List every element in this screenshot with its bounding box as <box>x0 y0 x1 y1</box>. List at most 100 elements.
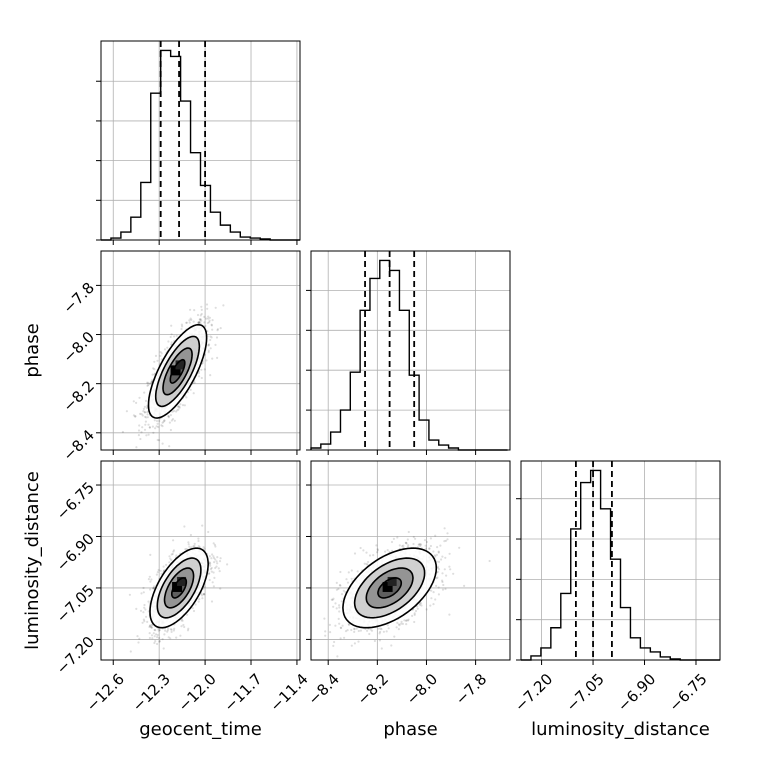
scatter-point <box>147 381 150 384</box>
scatter-point <box>439 544 442 547</box>
scatter-point <box>338 584 341 587</box>
scatter-point <box>216 328 219 331</box>
scatter-point <box>375 544 378 547</box>
scatter-point <box>156 571 159 574</box>
scatter-point <box>198 322 201 325</box>
scatter-point <box>158 640 161 643</box>
hist-panel-geocent_time <box>96 40 301 245</box>
scatter-point <box>203 321 206 324</box>
x-tick-label: −11.4 <box>266 670 311 715</box>
scatter-point <box>207 343 210 346</box>
scatter-point <box>157 629 160 632</box>
scatter-point <box>393 635 396 638</box>
scatter-point <box>201 524 204 527</box>
scatter-point <box>331 598 334 601</box>
scatter-point <box>147 600 150 603</box>
scatter-point <box>436 565 439 568</box>
scatter-point <box>379 630 382 634</box>
scatter-point <box>396 621 399 625</box>
scatter-point <box>142 586 145 590</box>
scatter-point <box>208 343 211 346</box>
scatter-point <box>346 581 350 584</box>
contour-line <box>377 577 403 599</box>
scatter-point <box>146 620 149 624</box>
scatter-point <box>148 625 151 629</box>
scatter-point <box>211 357 214 360</box>
scatter-point <box>365 551 368 554</box>
scatter-point <box>176 405 180 408</box>
scatter-point <box>161 421 164 424</box>
scatter-point <box>376 549 380 552</box>
scatter-point <box>404 541 407 544</box>
scatter-point <box>429 537 432 540</box>
scatter-point <box>444 587 447 591</box>
scatter-point <box>170 324 173 327</box>
scatter-point <box>405 619 408 622</box>
scatter-point <box>357 640 360 643</box>
x-tick-label: −8.4 <box>304 670 342 708</box>
scatter-point <box>135 401 138 404</box>
scatter-point <box>154 354 158 357</box>
scatter-point <box>159 354 162 357</box>
scatter-point <box>214 545 217 548</box>
scatter-point <box>377 627 380 630</box>
scatter-point <box>158 629 161 632</box>
scatter-point <box>215 565 218 568</box>
scatter-point <box>429 604 432 607</box>
scatter-point <box>143 405 146 408</box>
contour-line <box>149 547 210 629</box>
scatter-point <box>184 548 187 551</box>
scatter-point <box>335 588 338 591</box>
scatter-point <box>139 609 143 612</box>
scatter-point <box>382 630 385 633</box>
scatter-point <box>170 333 173 336</box>
scatter-point <box>330 598 333 601</box>
scatter-point <box>153 635 156 638</box>
scatter-point <box>153 419 156 422</box>
scatter-point <box>363 562 366 565</box>
scatter-point <box>197 537 200 540</box>
scatter-point <box>132 400 135 403</box>
histogram-step-luminosity_distance <box>521 469 720 661</box>
scatter-point <box>417 543 420 546</box>
scatter-point <box>214 558 217 561</box>
scatter-point <box>441 588 445 591</box>
scatter-point <box>189 388 192 391</box>
scatter-point <box>144 399 148 402</box>
scatter-point <box>413 613 416 617</box>
scatter-point <box>430 597 433 600</box>
scatter-point <box>424 544 427 547</box>
scatter-point <box>400 622 403 625</box>
scatter-point <box>432 550 435 553</box>
scatter-point <box>140 592 143 595</box>
scatter-point <box>413 612 416 615</box>
scatter-point <box>138 396 141 399</box>
scatter-point <box>156 359 159 362</box>
scatter-point <box>187 541 190 544</box>
scatter-point <box>340 593 344 596</box>
scatter-point <box>442 583 445 587</box>
scatter-point <box>339 570 342 574</box>
scatter-point <box>209 562 212 565</box>
scatter-point <box>416 607 419 610</box>
scatter-point <box>213 543 216 546</box>
scatter-point <box>163 348 167 351</box>
scatter-point <box>156 642 159 646</box>
scatter-point <box>146 381 149 384</box>
scatter-point <box>138 424 141 427</box>
scatter-point <box>443 527 446 530</box>
scatter-point <box>197 321 200 324</box>
x-tick-label: −6.90 <box>614 670 659 715</box>
scatter-point <box>183 625 186 629</box>
scatter-point <box>177 408 180 411</box>
scatter-point <box>209 335 212 338</box>
scatter-point <box>436 546 439 549</box>
scatter-point <box>178 405 181 408</box>
scatter-point <box>161 638 164 641</box>
scatter-point <box>338 622 341 625</box>
y-axis-label-luminosity_distance: luminosity_distance <box>22 471 43 650</box>
scatter-point <box>197 321 200 324</box>
scatter-point <box>197 600 200 603</box>
scatter-point <box>159 569 162 572</box>
scatter-point <box>218 570 221 573</box>
